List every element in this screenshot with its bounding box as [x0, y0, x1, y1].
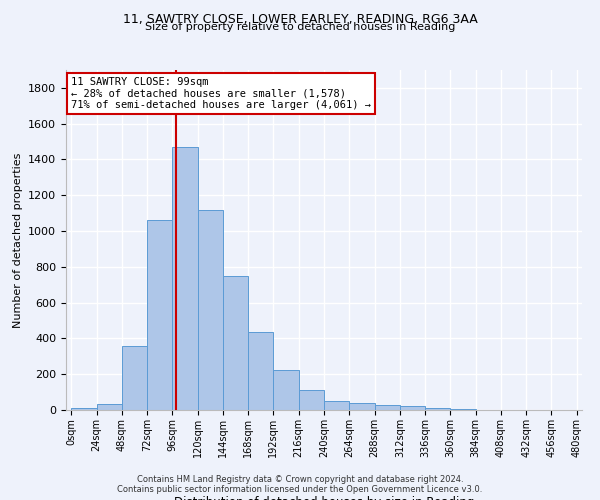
Bar — [122, 346, 147, 410]
Text: Contains public sector information licensed under the Open Government Licence v3: Contains public sector information licen… — [118, 485, 482, 494]
Bar — [451, 409, 476, 410]
Bar — [299, 390, 324, 410]
Bar — [97, 404, 122, 410]
Bar — [197, 210, 223, 410]
Bar — [349, 403, 374, 410]
Bar — [223, 276, 248, 410]
Text: Contains HM Land Registry data © Crown copyright and database right 2024.: Contains HM Land Registry data © Crown c… — [137, 475, 463, 484]
Bar — [172, 147, 197, 410]
Bar — [71, 408, 97, 410]
Bar — [425, 408, 451, 410]
Bar — [374, 404, 400, 410]
Bar — [400, 406, 425, 410]
Text: Size of property relative to detached houses in Reading: Size of property relative to detached ho… — [145, 22, 455, 32]
Text: 11 SAWTRY CLOSE: 99sqm
← 28% of detached houses are smaller (1,578)
71% of semi-: 11 SAWTRY CLOSE: 99sqm ← 28% of detached… — [71, 77, 371, 110]
X-axis label: Distribution of detached houses by size in Reading: Distribution of detached houses by size … — [174, 496, 474, 500]
Text: 11, SAWTRY CLOSE, LOWER EARLEY, READING, RG6 3AA: 11, SAWTRY CLOSE, LOWER EARLEY, READING,… — [122, 12, 478, 26]
Bar — [274, 370, 299, 410]
Y-axis label: Number of detached properties: Number of detached properties — [13, 152, 23, 328]
Bar — [324, 401, 349, 410]
Bar — [147, 220, 172, 410]
Bar — [248, 332, 274, 410]
